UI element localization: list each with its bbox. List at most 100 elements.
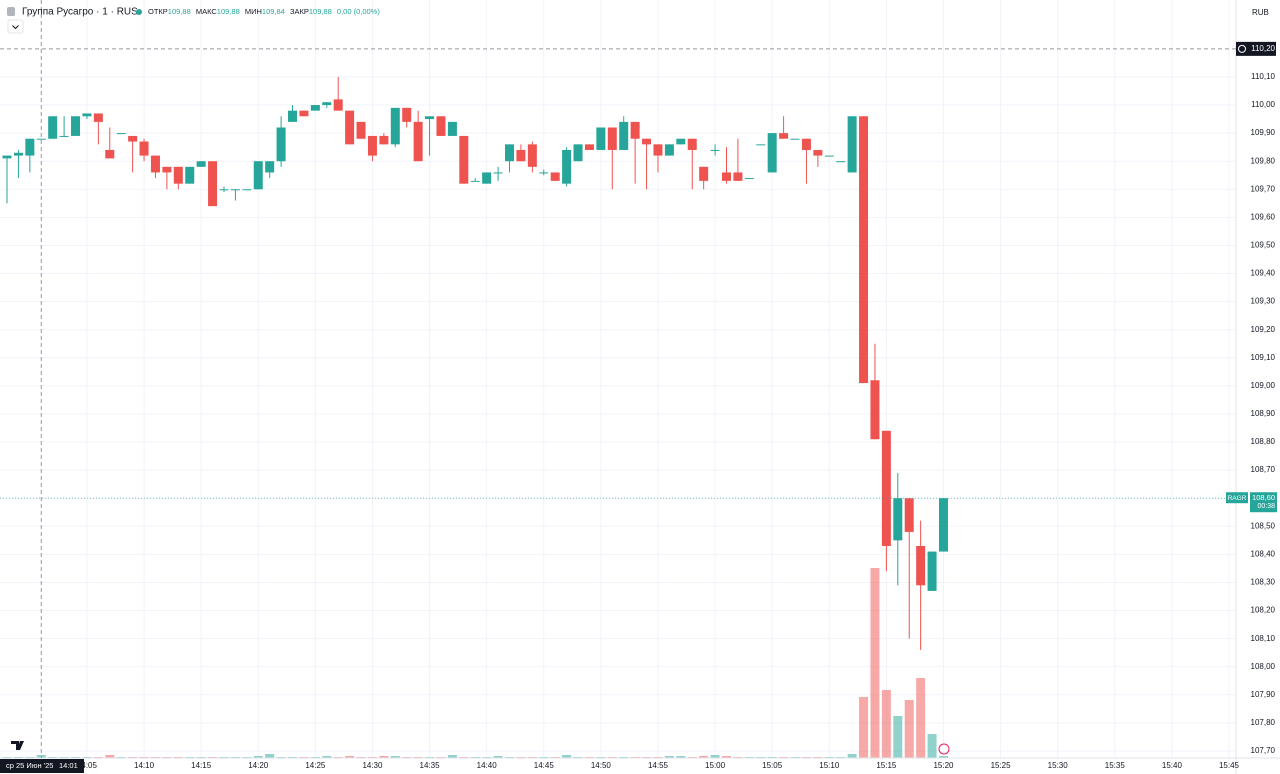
x-tick-label: 14:25 (305, 761, 326, 770)
volume-bar (676, 756, 686, 758)
last-price-label: 108,60 (1252, 493, 1275, 502)
candle-body (664, 144, 674, 156)
crosshair-icon (1238, 44, 1246, 53)
ohlc-value: 109,88 (168, 7, 191, 16)
x-tick-label: 15:05 (762, 761, 783, 770)
symbol-icon (7, 7, 15, 16)
x-tick-label: 14:55 (648, 761, 669, 770)
candle-body (48, 116, 58, 139)
x-tick-label: 14:05 (77, 761, 98, 770)
candle-body (413, 121, 423, 162)
candle-body (584, 144, 594, 150)
y-tick-label: 110,00 (1251, 100, 1275, 109)
y-tick-label: 109,30 (1251, 297, 1276, 306)
y-tick-label: 108,90 (1251, 409, 1276, 418)
candle-body (630, 121, 640, 139)
candle-body (367, 135, 377, 156)
ohlc-label: МИН (245, 7, 262, 16)
countdown-label: 00:38 (1257, 503, 1275, 510)
currency-label[interactable]: RUB (1252, 8, 1269, 17)
candle-body (801, 138, 811, 150)
candle-body (744, 178, 754, 180)
ohlc-label: ОТКР (148, 7, 168, 16)
candle-body (779, 133, 789, 139)
logo (11, 741, 24, 750)
x-tick-label: 14:45 (534, 761, 555, 770)
status-dot (136, 9, 142, 15)
candle-body (310, 105, 320, 111)
candle-body (230, 189, 240, 191)
candle-body (653, 144, 663, 156)
ohlc-label: МАКС (196, 7, 218, 16)
y-tick-label: 109,80 (1251, 156, 1276, 165)
grid (0, 0, 1236, 758)
candle-body (436, 116, 446, 136)
event-marker[interactable] (938, 743, 950, 755)
candle-body (938, 498, 948, 552)
volume-bar (562, 755, 572, 758)
volume-bar (322, 756, 332, 758)
candle-body (59, 135, 69, 137)
candle-body (573, 144, 583, 162)
candle-body (208, 161, 218, 207)
candle-body (265, 161, 275, 173)
candle-body (139, 141, 149, 156)
candle-body (482, 172, 492, 184)
candle-body (25, 138, 35, 156)
candle-body (93, 113, 103, 122)
ohlc-legend: ОТКР109,88 МАКС109,88 МИН109,84 ЗАКР109,… (148, 7, 380, 16)
candle-body (687, 138, 697, 150)
candle-body (893, 498, 903, 541)
candle-body (527, 144, 537, 167)
y-tick-label: 109,50 (1251, 241, 1276, 250)
x-tick-label: 14:20 (248, 761, 269, 770)
candle-body (916, 545, 926, 586)
candle-body (128, 135, 138, 142)
candle-body (379, 135, 389, 145)
volume-bar (493, 756, 503, 758)
candle-body (859, 116, 869, 384)
candle-body (105, 149, 115, 159)
x-tick-label: 15:00 (705, 761, 726, 770)
candle-body (36, 138, 46, 140)
volume-bar (859, 697, 869, 758)
x-tick-label: 14:35 (420, 761, 441, 770)
y-tick-label: 107,90 (1251, 690, 1276, 699)
chevron-icon (12, 25, 19, 30)
candle-body (162, 166, 172, 173)
candle-body (710, 149, 720, 151)
candle-body (447, 121, 457, 136)
symbol-tag: RAGR (1228, 495, 1247, 502)
x-tick-label: 15:40 (1162, 761, 1183, 770)
candle-body (356, 121, 366, 139)
candle-body (345, 110, 355, 145)
volume-bar (253, 756, 263, 758)
volume-bar (904, 700, 914, 758)
crosshair-price-box (1236, 41, 1276, 56)
candle-body (242, 189, 252, 191)
volume-bar (699, 756, 709, 758)
volume-bar (105, 755, 115, 758)
candle-body (253, 161, 263, 190)
candle-body (756, 144, 766, 146)
crosshair-time-box (0, 759, 84, 773)
x-tick-label: 15:20 (933, 761, 954, 770)
candle-body (299, 110, 309, 117)
y-tick-label: 108,20 (1251, 606, 1276, 615)
x-tick-label: 15:45 (1219, 761, 1240, 770)
collapse-button[interactable] (7, 19, 24, 34)
candle-body (82, 113, 92, 117)
volume-bar (927, 734, 937, 758)
last-price-box (1250, 492, 1277, 513)
candle-body (402, 107, 412, 122)
candle-body (562, 149, 572, 184)
volume-bar (390, 756, 400, 758)
candle-body (550, 172, 560, 181)
candle-body (642, 138, 652, 145)
candle-body (185, 166, 195, 184)
volume-bar (447, 755, 457, 758)
candle-body (927, 551, 937, 591)
y-tick-label: 108,30 (1251, 578, 1276, 587)
candle-body (607, 127, 617, 150)
